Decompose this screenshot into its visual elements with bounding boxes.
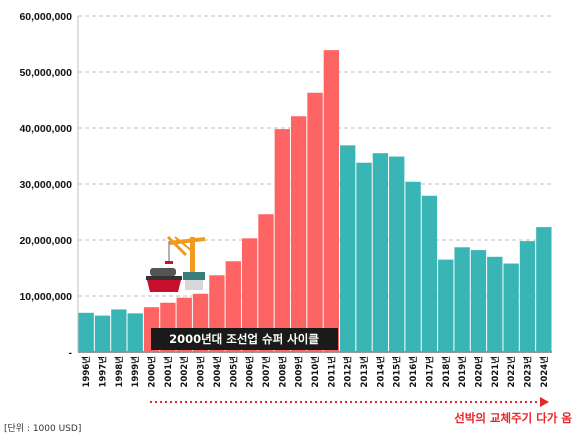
- y-tick-label: 50,000,000: [19, 67, 72, 79]
- x-tick-label: 2011년: [326, 356, 337, 388]
- y-tick-label: 20,000,000: [19, 235, 72, 247]
- bar-2018년: [438, 259, 454, 352]
- cycle-note: 선박의 교체주기 다가 옴: [454, 411, 572, 425]
- annotation-box: 2000년대 조선업 슈퍼 사이클: [151, 328, 338, 350]
- x-tick-label: 2006년: [245, 356, 256, 388]
- x-tick-label: 2017년: [424, 356, 435, 388]
- bar-2021년: [487, 256, 503, 352]
- bar-2010년: [307, 92, 323, 352]
- x-axis-ticks: 1996년 1997년 1998년 1999년 2000년 2001년 2002년 2003년…: [81, 356, 550, 388]
- x-tick-label: 1997년: [98, 356, 109, 388]
- x-tick-label: 2001년: [163, 356, 174, 388]
- bar-2020년: [470, 250, 487, 352]
- x-tick-label: 2003년: [196, 356, 207, 388]
- bar-2019년: [454, 247, 470, 352]
- annotation-text: 2000년대 조선업 슈퍼 사이클: [169, 332, 319, 346]
- bar-1997년: [94, 315, 111, 352]
- x-tick-label: 2023년: [522, 356, 533, 388]
- y-tick-label: 60,000,000: [19, 11, 72, 23]
- bar-2009년: [290, 116, 307, 353]
- x-tick-label: 2016년: [408, 356, 419, 388]
- unit-note: [단위 : 1000 USD]: [4, 423, 81, 434]
- x-tick-label: 2013년: [359, 356, 370, 388]
- bar-2007년: [258, 214, 274, 352]
- x-tick-label: 1998년: [114, 356, 125, 388]
- y-tick-label: -: [69, 347, 73, 359]
- x-tick-label: 2018년: [441, 356, 452, 388]
- x-tick-label: 2002년: [179, 356, 190, 388]
- bar-2006년: [241, 238, 258, 352]
- y-tick-label: 30,000,000: [19, 179, 72, 191]
- bar-1996년: [78, 312, 94, 352]
- x-tick-label: 2021년: [490, 356, 501, 388]
- bar-2023년: [519, 241, 536, 352]
- cycle-arrow: [150, 397, 549, 407]
- bar-2013년: [356, 162, 372, 352]
- x-tick-label: 2020년: [473, 356, 484, 388]
- x-tick-label: 2014년: [375, 356, 386, 388]
- bar-2024년: [536, 227, 552, 352]
- bar-2017년: [421, 195, 438, 352]
- x-tick-label: 2024년: [539, 356, 550, 388]
- bar-2022년: [503, 263, 519, 352]
- ship-crane-icon: [146, 235, 205, 292]
- bar-1998년: [111, 309, 127, 352]
- bar-1999년: [127, 313, 143, 352]
- x-tick-label: 2022년: [506, 356, 517, 388]
- x-tick-label: 2000년: [147, 356, 158, 388]
- bar-2012년: [340, 145, 356, 352]
- bar-2015년: [389, 156, 405, 352]
- x-tick-label: 2007년: [261, 356, 272, 388]
- bars: [78, 50, 552, 353]
- bar-2014년: [372, 153, 389, 352]
- bar-2011년: [323, 50, 340, 352]
- y-tick-label: 40,000,000: [19, 123, 72, 135]
- x-tick-label: 2004년: [212, 356, 223, 388]
- bar-2008년: [274, 129, 290, 352]
- x-tick-label: 2008년: [277, 356, 288, 388]
- bar-2016년: [405, 181, 421, 352]
- x-tick-label: 2015년: [392, 356, 403, 388]
- x-tick-label: 2019년: [457, 356, 468, 388]
- x-tick-label: 1996년: [81, 356, 92, 388]
- x-tick-label: 2010년: [310, 356, 321, 388]
- y-tick-label: 10,000,000: [19, 291, 72, 303]
- x-tick-label: 1999년: [130, 356, 141, 388]
- x-tick-label: 2005년: [228, 356, 239, 388]
- x-tick-label: 2009년: [294, 356, 305, 388]
- y-axis-ticks: - 10,000,000 20,000,000 30,000,000 40,000,00…: [19, 11, 72, 359]
- x-tick-label: 2012년: [343, 356, 354, 388]
